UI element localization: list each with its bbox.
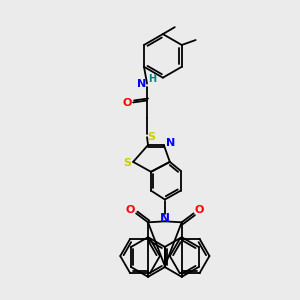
Text: N: N xyxy=(166,138,176,148)
Text: N: N xyxy=(160,212,170,225)
Text: S: S xyxy=(147,132,155,142)
Text: H: H xyxy=(148,74,156,84)
Text: O: O xyxy=(122,98,132,108)
Text: S: S xyxy=(123,158,131,168)
Text: O: O xyxy=(195,206,204,215)
Text: O: O xyxy=(125,206,135,215)
Text: N: N xyxy=(137,79,147,88)
